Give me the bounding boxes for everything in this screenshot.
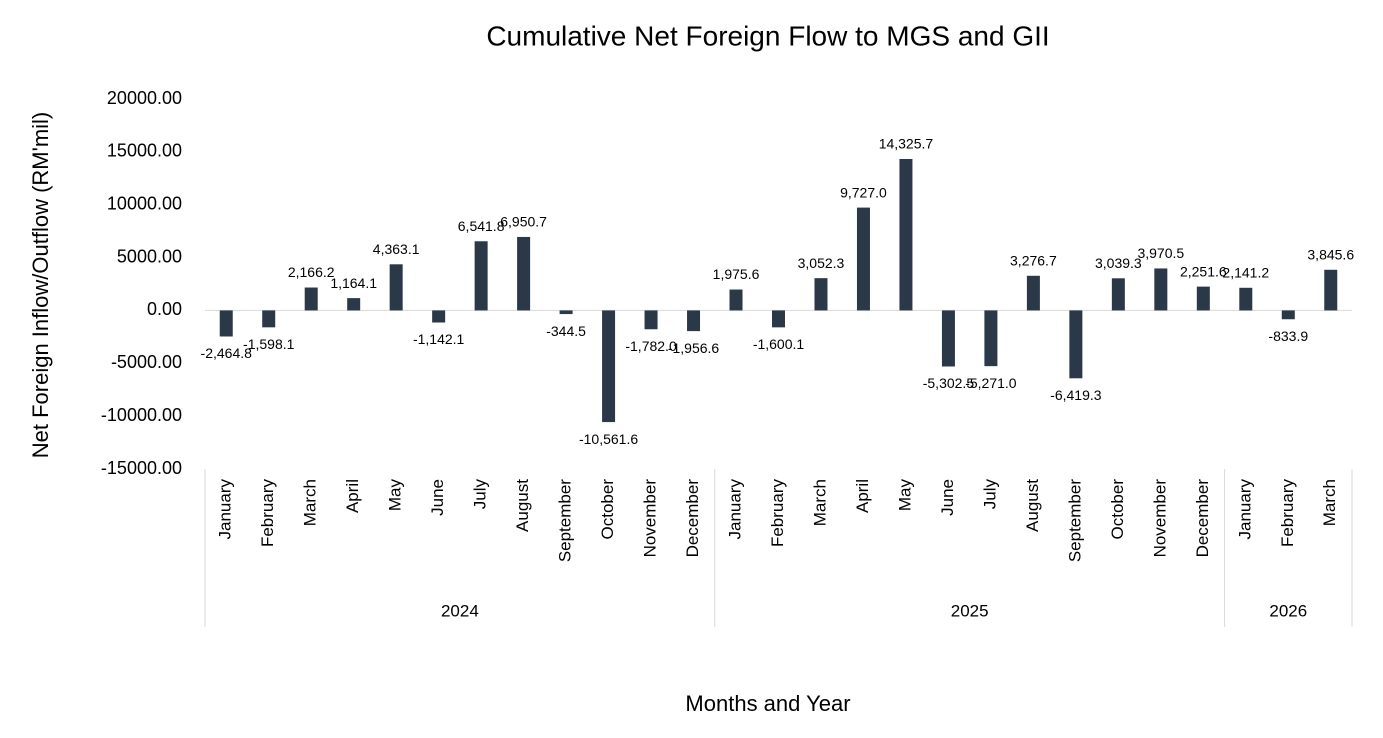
x-tick-label: March (1320, 479, 1339, 526)
x-tick-label: June (938, 479, 957, 516)
bar (899, 158, 913, 311)
value-label: 6,950.7 (500, 214, 547, 230)
value-label: -833.9 (1268, 328, 1308, 344)
value-label: -1,600.1 (753, 336, 805, 352)
value-label: 2,141.2 (1222, 264, 1269, 280)
bar (941, 310, 955, 367)
bar (389, 264, 403, 311)
value-label: 3,970.5 (1137, 245, 1184, 261)
x-tick-label: April (853, 479, 872, 513)
value-label: 4,363.1 (373, 241, 420, 257)
value-label: 3,052.3 (798, 255, 845, 271)
bar (559, 310, 573, 315)
x-axis-title: Months and Year (685, 691, 850, 716)
value-label: -344.5 (546, 323, 586, 339)
x-tick-label: April (343, 479, 362, 513)
value-label: 1,975.6 (713, 266, 760, 282)
y-axis-title: Net Foreign Inflow/Outflow (RM'mil) (28, 112, 53, 459)
value-label: 3,276.7 (1010, 252, 1057, 268)
bar (1069, 310, 1083, 379)
value-label: 14,325.7 (879, 136, 934, 152)
value-label: -5,302.5 (923, 375, 975, 391)
bar (644, 310, 658, 330)
bar (262, 310, 276, 328)
value-label: -1,956.6 (668, 340, 720, 356)
x-tick-label: January (726, 479, 745, 540)
y-tick-label: 15000.00 (107, 141, 182, 161)
y-tick-label: -15000.00 (101, 458, 182, 478)
x-tick-label: March (301, 479, 320, 526)
x-tick-label: January (216, 479, 235, 540)
value-label: -1,782.0 (625, 338, 677, 354)
x-tick-label: February (1278, 479, 1297, 548)
value-label: 3,845.6 (1307, 246, 1354, 262)
x-tick-label: July (980, 479, 999, 510)
x-tick-label: August (1023, 479, 1042, 532)
bar (1111, 278, 1125, 311)
bar (1196, 286, 1210, 311)
y-tick-label: 10000.00 (107, 193, 182, 213)
bar (347, 298, 361, 311)
y-tick-label: 0.00 (147, 299, 182, 319)
x-tick-label: February (258, 479, 277, 548)
value-label: -1,598.1 (243, 336, 295, 352)
bar (602, 310, 616, 423)
bar (1239, 287, 1253, 311)
value-label: 6,541.8 (458, 218, 505, 234)
group-label: 2024 (441, 601, 479, 620)
y-tick-label: -10000.00 (101, 405, 182, 425)
x-tick-label: October (1108, 479, 1127, 540)
bar (984, 310, 998, 367)
bar (474, 241, 488, 311)
bar (432, 310, 446, 323)
bar (1324, 269, 1338, 311)
x-tick-label: August (513, 479, 532, 532)
value-label: -2,464.8 (201, 345, 253, 361)
bar (1154, 268, 1168, 311)
value-label: -6,419.3 (1050, 387, 1102, 403)
value-label: 3,039.3 (1095, 255, 1142, 271)
bar (1026, 275, 1040, 311)
chart-title: Cumulative Net Foreign Flow to MGS and G… (486, 20, 1049, 51)
y-tick-label: -5000.00 (111, 352, 182, 372)
x-tick-label: May (895, 479, 914, 512)
bar (517, 236, 531, 311)
value-label: -10,561.6 (579, 431, 638, 447)
x-tick-label: July (471, 479, 490, 510)
value-label: 1,164.1 (330, 275, 377, 291)
x-tick-label: September (556, 479, 575, 562)
x-tick-label: November (1150, 479, 1169, 558)
group-label: 2025 (951, 601, 989, 620)
value-label: 9,727.0 (840, 184, 887, 200)
y-tick-label: 20000.00 (107, 88, 182, 108)
bar (729, 289, 743, 311)
value-label: 2,166.2 (288, 264, 335, 280)
x-tick-label: January (1235, 479, 1254, 540)
bar (219, 310, 233, 337)
x-tick-label: March (810, 479, 829, 526)
bar (856, 207, 870, 311)
bar (1281, 310, 1295, 320)
bar (772, 310, 785, 328)
group-label: 2026 (1269, 601, 1307, 620)
value-label: -5,271.0 (965, 375, 1017, 391)
x-tick-label: December (683, 479, 702, 558)
value-label: -1,142.1 (413, 331, 465, 347)
bar (814, 278, 828, 311)
x-tick-label: December (1193, 479, 1212, 558)
x-tick-label: October (598, 479, 617, 540)
y-tick-label: 5000.00 (117, 246, 182, 266)
x-tick-label: November (641, 479, 660, 558)
value-label: 2,251.6 (1180, 263, 1227, 279)
x-tick-label: June (428, 479, 447, 516)
x-tick-label: September (1065, 479, 1084, 562)
bar (304, 287, 318, 311)
bar (687, 310, 701, 332)
x-tick-label: May (386, 479, 405, 512)
x-tick-label: February (768, 479, 787, 548)
